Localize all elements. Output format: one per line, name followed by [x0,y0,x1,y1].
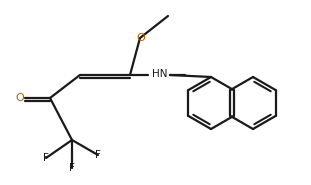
Text: HN: HN [152,69,168,79]
Text: F: F [43,153,49,163]
Text: O: O [137,33,145,43]
Text: F: F [69,163,75,173]
Text: O: O [16,93,24,103]
Text: F: F [95,150,101,160]
